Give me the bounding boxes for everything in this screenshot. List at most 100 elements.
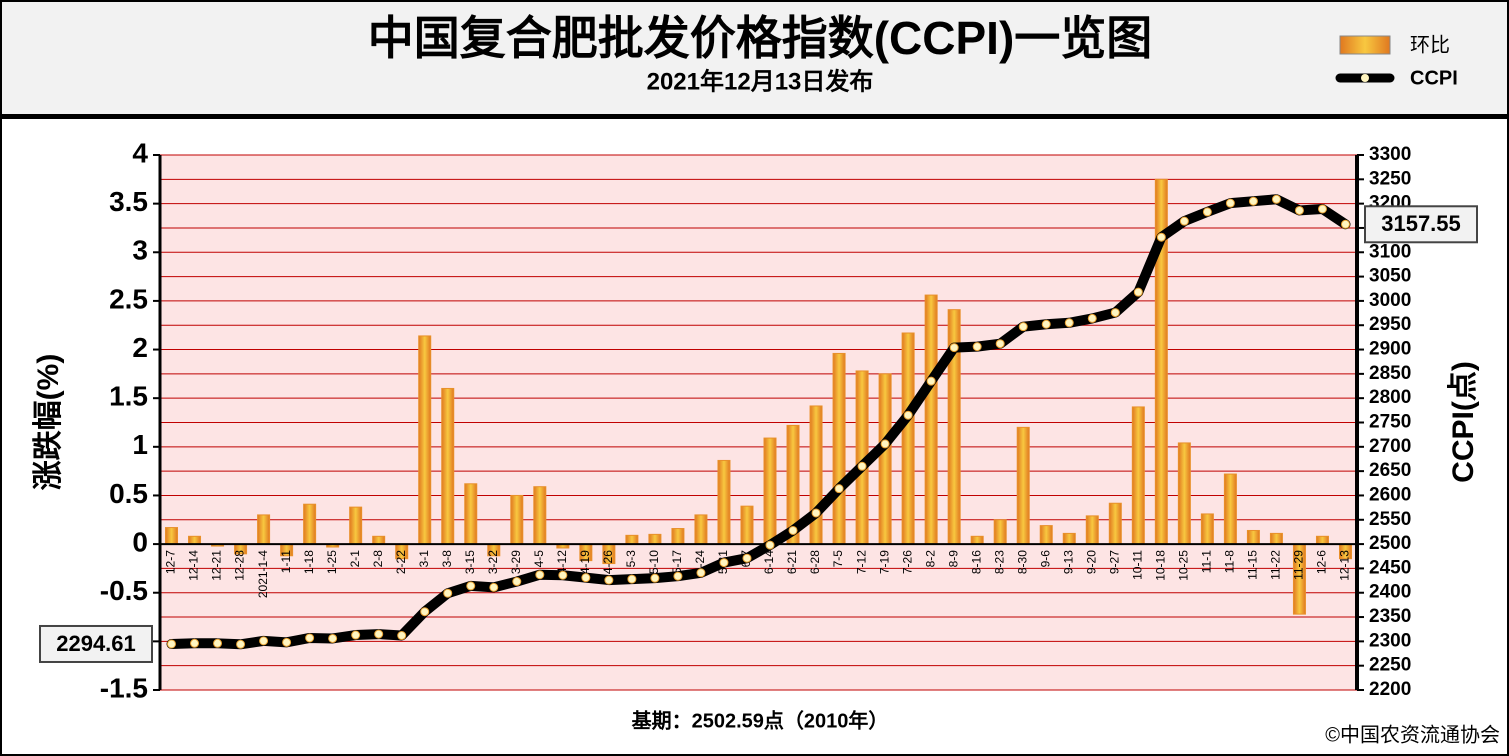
bar [257,514,271,545]
y-tick-label: -0.5 [100,575,148,606]
x-tick-label: 11-1 [1200,550,1214,573]
bar [740,505,754,545]
x-tick-label: 12-7 [164,550,178,574]
line-marker [1294,205,1304,215]
y-tick-label: 1.5 [109,381,148,412]
y2-tick-label: 2650 [1369,460,1411,481]
bar [993,519,1007,545]
line-marker [627,574,637,584]
line-marker [1156,232,1166,242]
bar [1246,529,1260,545]
bar [1200,513,1214,545]
y2-tick-label: 2500 [1369,533,1411,554]
legend-label: 环比 [1410,33,1450,56]
y2-tick-label: 3000 [1369,290,1411,311]
x-tick-label: 3-15 [463,550,477,574]
line-marker [719,558,729,568]
x-tick-label: 6-28 [808,550,822,574]
bar [1039,525,1053,545]
y-tick-label: 3 [132,235,148,266]
bar [648,533,662,545]
line-marker [1064,318,1074,328]
legend-marker [1361,74,1369,82]
bar [717,459,731,545]
x-tick-label: 11-15 [1246,550,1260,580]
line-marker [1110,308,1120,318]
footnote: 基期：2502.59点（2010年） [632,708,889,732]
line-marker [512,577,522,587]
x-tick-label: 2021-1-4 [256,550,270,598]
x-tick-label: 12-21 [210,550,224,581]
bar [418,335,432,545]
y2-axis-label: CCPI(点) [1447,361,1480,483]
x-tick-label: 3-8 [440,550,454,568]
line-marker [259,636,269,646]
value-label: 3157.55 [1381,211,1461,236]
line-marker [1041,319,1051,329]
x-tick-label: 5-17 [670,550,684,574]
x-tick-label: 7-19 [877,550,891,574]
line-marker [903,410,913,420]
x-tick-label: 6-21 [785,550,799,574]
y2-tick-label: 2400 [1369,582,1411,603]
line-marker [443,588,453,598]
bar [372,535,386,545]
bar [832,352,846,545]
line-marker [1317,204,1327,214]
x-tick-label: 9-20 [1084,550,1098,574]
line-marker [397,631,407,641]
y2-tick-label: 2600 [1369,484,1411,505]
bar [671,528,685,545]
bar [1016,426,1030,545]
x-tick-label: 7-12 [854,550,868,574]
line-marker [1248,196,1258,206]
bar [809,405,823,545]
y2-tick-label: 3300 [1369,144,1411,165]
line-marker [558,570,568,580]
bar [1315,535,1329,545]
bar [188,535,202,545]
y-tick-label: 1 [132,429,148,460]
value-label-box [1364,205,1478,244]
value-label: 2294.61 [56,631,136,656]
bar [970,535,984,545]
y2-tick-label: 2550 [1369,509,1411,530]
line-marker [581,573,591,583]
x-tick-label: 8-2 [923,550,937,568]
bar [1085,515,1099,545]
chart-subtitle: 2021年12月13日发布 [647,67,874,95]
x-tick-label: 4-12 [555,550,569,574]
bar [1177,442,1191,545]
y2-tick-label: 2350 [1369,606,1411,627]
x-tick-label: 2-22 [394,550,408,574]
line-marker [374,629,384,639]
x-tick-label: 12-6 [1315,550,1329,574]
bar [441,387,455,545]
x-tick-label: 8-23 [992,550,1006,574]
line-marker [765,540,775,550]
line-marker [972,342,982,352]
y-tick-label: 0 [132,526,148,557]
line-marker [1340,219,1350,229]
y2-tick-label: 2300 [1369,630,1411,651]
bar [1223,473,1237,545]
line-marker [604,575,614,585]
bar [694,514,708,545]
x-tick-label: 1-25 [325,550,339,574]
y2-tick-label: 2700 [1369,436,1411,457]
source: ©中国农资流通协会 [1325,723,1500,746]
y2-tick-label: 2250 [1369,655,1411,676]
x-tick-label: 8-9 [946,550,960,568]
x-tick-label: 5-3 [624,550,638,568]
line-marker [213,638,223,648]
value-label-box [39,624,153,663]
y-tick-label: 0.5 [109,478,148,509]
x-tick-label: 1-18 [302,550,316,574]
y2-tick-label: 3050 [1369,266,1411,287]
x-tick-label: 11-8 [1223,550,1237,573]
x-tick-label: 2-8 [371,550,385,568]
bar [165,527,179,545]
x-tick-label: 8-16 [969,550,983,574]
x-tick-label: 9-27 [1107,550,1121,574]
